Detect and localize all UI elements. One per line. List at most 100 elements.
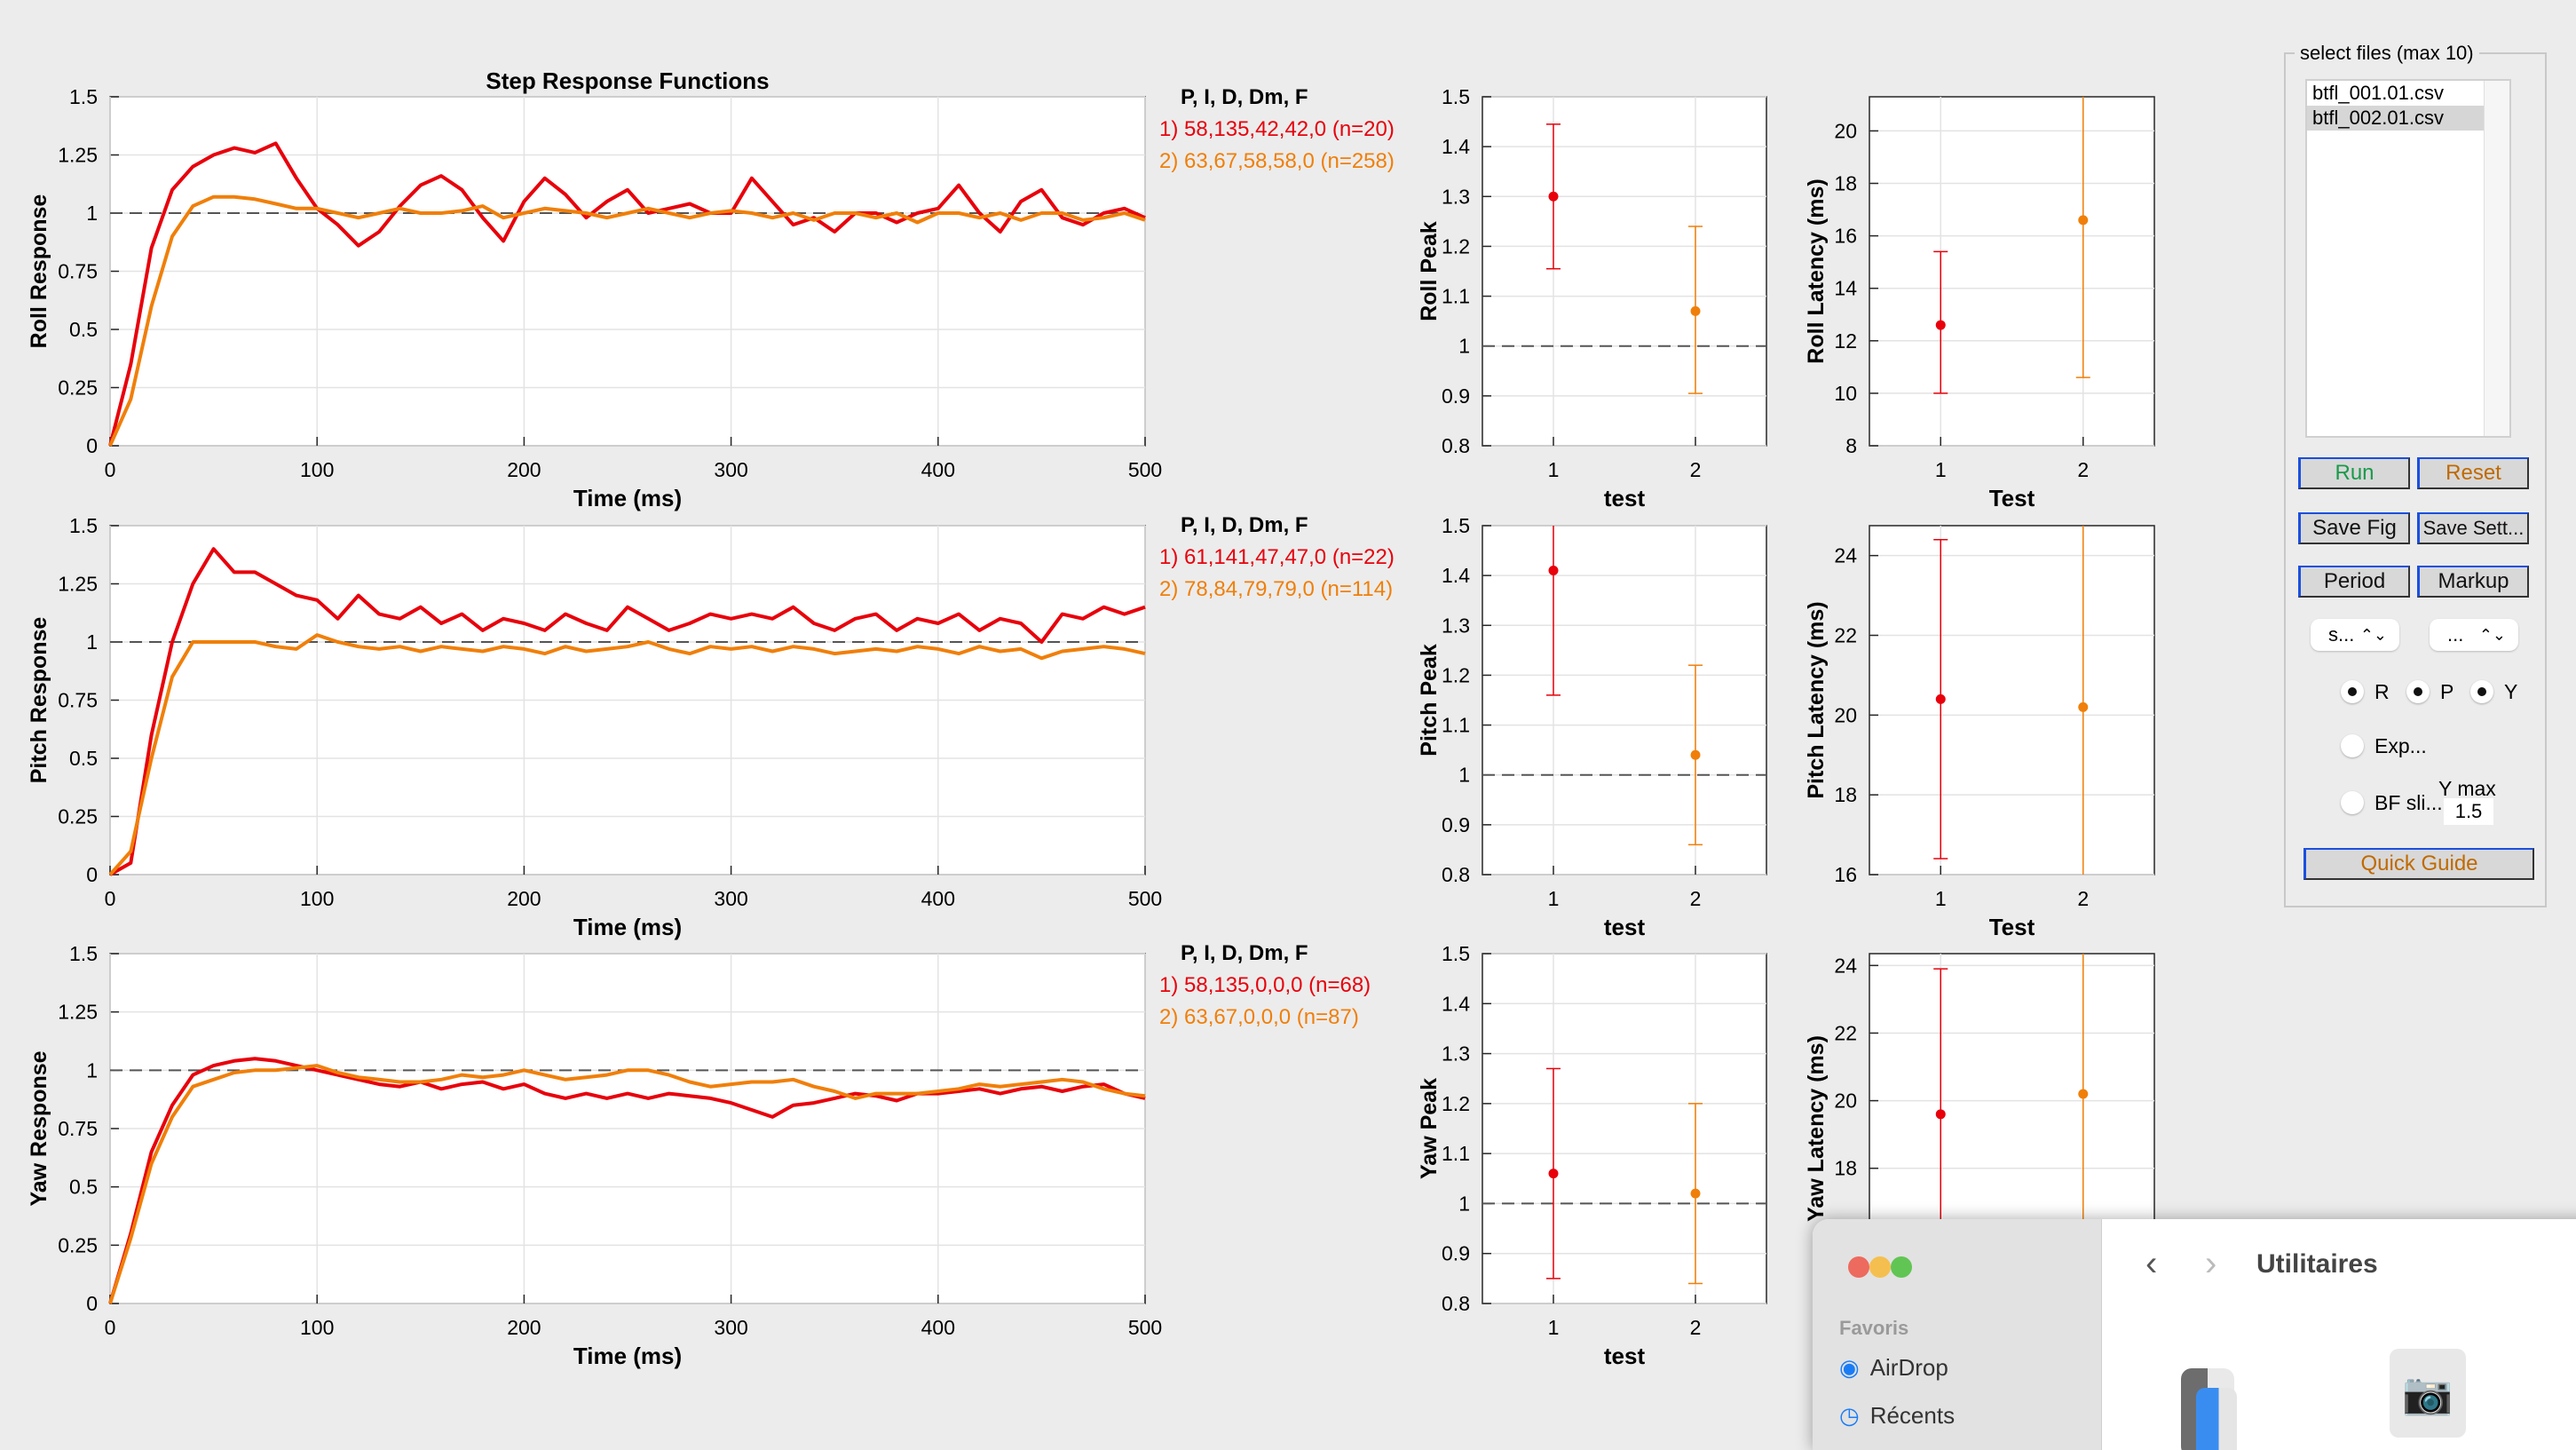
radio-y-label: Y [2504,680,2518,703]
file-list-scrollbar[interactable] [2484,81,2509,436]
select-2-value: ... [2447,623,2464,646]
x-axis-label: Test [1989,485,2035,511]
legend-title: P, I, D, Dm, F [1181,85,1308,109]
data-point [1548,566,1559,576]
y-tick-label: 1.25 [58,1001,98,1024]
y-tick-label: 0.5 [69,318,98,341]
zoom-button[interactable] [1891,1256,1912,1278]
y-tick-label: 16 [1834,863,1857,886]
y-tick-label: 1 [1458,1192,1470,1215]
radio-r[interactable] [2341,680,2364,703]
legend-entry-1: 1) 61,141,47,47,0 (n=22) [1159,545,1395,569]
y-tick-label: 0.5 [69,747,98,770]
y-tick-label: 20 [1834,703,1857,726]
x-axis-label: test [1604,1343,1646,1369]
y-tick-label: 0.75 [58,260,98,283]
save-settings-button[interactable]: Save Sett... [2417,512,2529,544]
x-tick-label: 200 [507,458,541,481]
quick-guide-button[interactable]: Quick Guide [2303,848,2534,880]
file-item[interactable]: btfl_001.01.csv [2312,82,2444,104]
ymax-input[interactable]: 1.5 [2444,798,2493,825]
select-2[interactable]: ... ⌃⌄ [2430,619,2518,651]
x-axis-label: test [1604,485,1646,511]
series-line-1 [108,141,1146,447]
data-point [2078,1089,2089,1099]
y-tick-label: 20 [1834,1089,1857,1113]
y-tick-label: 1.3 [1442,614,1470,637]
file-item[interactable]: btfl_002.01.csv [2307,106,2485,131]
y-tick-label: 0.5 [69,1176,98,1199]
x-tick-label: 2 [1690,1316,1702,1339]
period-button[interactable]: Period [2298,566,2410,598]
x-tick-label: 500 [1128,1316,1162,1339]
x-tick-label: 2 [2077,887,2089,910]
data-point [1690,749,1701,760]
y-axis-label: Yaw Response [27,1050,51,1206]
roll-latency-plot-area [1869,96,2155,447]
series-line-1 [108,1057,1146,1304]
file-list[interactable]: btfl_001.01.csv btfl_002.01.csv [2305,79,2511,438]
select-1[interactable]: s... ⌃⌄ [2311,619,2399,651]
reset-button[interactable]: Reset [2417,457,2529,489]
sidebar-item-airdrop[interactable]: ◉ AirDrop [1839,1354,1948,1382]
x-tick-label: 100 [300,458,334,481]
markup-button[interactable]: Markup [2417,566,2529,598]
x-tick-label: 400 [921,887,955,910]
y-tick-label: 1.1 [1442,1142,1470,1165]
x-tick-label: 400 [921,1316,955,1339]
y-tick-label: 10 [1834,382,1857,405]
radio-exp[interactable] [2341,734,2364,757]
y-tick-label: 1 [86,202,98,225]
back-icon[interactable]: ‹ [2145,1244,2158,1283]
radio-bf[interactable] [2341,791,2364,814]
y-tick-label: 1.3 [1442,185,1470,208]
y-axis-label: Roll Peak [1417,221,1442,321]
forward-icon[interactable]: › [2205,1244,2217,1283]
figure-title: Step Response Functions [486,67,769,94]
screenshot-app-icon[interactable]: 📷 [2390,1349,2466,1438]
x-axis-label: Time (ms) [573,914,682,940]
y-axis-label: Pitch Peak [1417,644,1442,757]
sidebar-item-recents[interactable]: ◷ Récents [1839,1402,1955,1430]
finder-sidebar: Favoris ◉ AirDrop ◷ Récents [1813,1219,2102,1450]
y-tick-label: 1.5 [1442,514,1470,537]
ymax-label: Y max [2438,777,2496,800]
finder-app-icon-front [2196,1388,2237,1450]
roll-legend: P, I, D, Dm, F 1) 58,135,42,42,0 (n=20) … [1159,82,1395,178]
x-axis-label: Time (ms) [573,1343,682,1369]
yaw-legend: P, I, D, Dm, F 1) 58,135,0,0,0 (n=68) 2)… [1159,938,1371,1034]
y-tick-label: 0.8 [1442,1292,1470,1315]
y-tick-label: 1.3 [1442,1042,1470,1066]
legend-entry-1: 1) 58,135,42,42,0 (n=20) [1159,117,1395,141]
run-button[interactable]: Run [2298,457,2410,489]
x-tick-label: 1 [1548,458,1560,481]
y-tick-label: 0.25 [58,1233,98,1256]
radio-p[interactable] [2406,680,2430,703]
data-point [2078,701,2089,712]
y-tick-label: 1 [1458,764,1470,787]
data-point [1935,693,1946,704]
sidebar-section-favoris: Favoris [1839,1317,1909,1339]
save-fig-button[interactable]: Save Fig [2298,512,2410,544]
x-axis-label: Test [1989,914,2035,940]
data-point [1935,320,1946,330]
close-button[interactable] [1848,1256,1869,1278]
data-point [2078,215,2089,226]
legend-entry-1: 1) 58,135,0,0,0 (n=68) [1159,973,1371,997]
y-tick-label: 1.2 [1442,1092,1470,1115]
minimize-button[interactable] [1869,1256,1891,1278]
y-tick-label: 1.4 [1442,135,1470,158]
y-tick-label: 1 [86,1058,98,1082]
sidebar-item-label: Récents [1869,1402,1956,1429]
x-tick-label: 0 [105,887,116,910]
radio-y[interactable] [2470,680,2493,703]
series-line-2 [108,194,1146,447]
x-tick-label: 2 [1690,887,1702,910]
y-tick-label: 8 [1845,434,1857,457]
legend-title: P, I, D, Dm, F [1181,941,1308,965]
x-tick-label: 300 [714,887,747,910]
radio-r-label: R [2375,680,2390,703]
y-tick-label: 1 [86,630,98,654]
pitch-peak-plot-area [1482,525,1767,876]
data-point [1935,1109,1946,1120]
